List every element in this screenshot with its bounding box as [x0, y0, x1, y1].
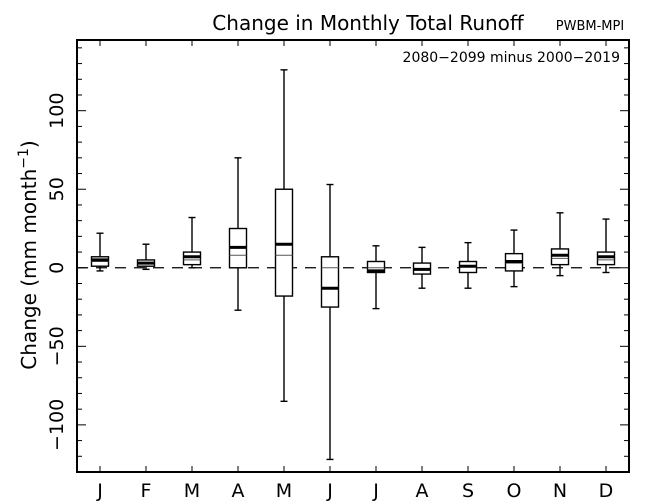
box-7 [366, 245, 386, 310]
x-tick-label-11: N [553, 480, 567, 502]
y-tick-label: 100 [46, 93, 68, 129]
box-3 [182, 216, 202, 269]
y-axis-label-main: Change (mm month [17, 169, 41, 370]
x-tick-label-8: A [416, 480, 429, 502]
x-tick-label-12: D [599, 480, 614, 502]
box-6 [320, 183, 340, 461]
x-tick-label-5: M [276, 480, 292, 502]
x-tick-label-9: S [462, 480, 474, 502]
box-2 [136, 243, 156, 271]
y-tick-label: 0 [46, 262, 68, 274]
iqr-box [550, 248, 570, 266]
box-12 [596, 218, 616, 274]
plot-frame [76, 39, 630, 473]
x-tick-label-3: M [184, 480, 200, 502]
box-9 [458, 241, 478, 289]
chart-title: Change in Monthly Total Runoff [212, 11, 525, 35]
box-5 [274, 69, 294, 403]
y-tick-label: 50 [46, 177, 68, 201]
x-tick-label-1: J [96, 480, 103, 502]
source-label: PWBM-MPI [556, 19, 624, 34]
y-axis-label-exponent: −1 [16, 148, 32, 169]
x-tick-label-7: J [372, 480, 379, 502]
y-tick-label: −50 [46, 326, 68, 366]
x-tick-label-6: J [326, 480, 333, 502]
box-1 [90, 232, 110, 272]
box-11 [550, 212, 570, 277]
x-tick-label-2: F [141, 480, 152, 502]
y-axis-label-close: ) [17, 140, 41, 148]
x-tick-label-10: O [507, 480, 522, 502]
iqr-box [320, 256, 340, 308]
box-10 [504, 229, 524, 288]
iqr-box [182, 251, 202, 266]
y-tick-label: −100 [46, 399, 68, 451]
period-label: 2080−2099 minus 2000−2019 [403, 50, 620, 66]
iqr-box [366, 260, 386, 274]
y-axis-label: Change (mm month−1) [16, 140, 41, 369]
iqr-box [596, 251, 616, 266]
x-tick-label-4: A [232, 480, 245, 502]
box-8 [412, 246, 432, 289]
plot-area: −100 −50 0 50 100 J F M A M J J A S O N D [46, 40, 629, 502]
iqr-box [274, 188, 294, 297]
box-4 [228, 157, 248, 311]
